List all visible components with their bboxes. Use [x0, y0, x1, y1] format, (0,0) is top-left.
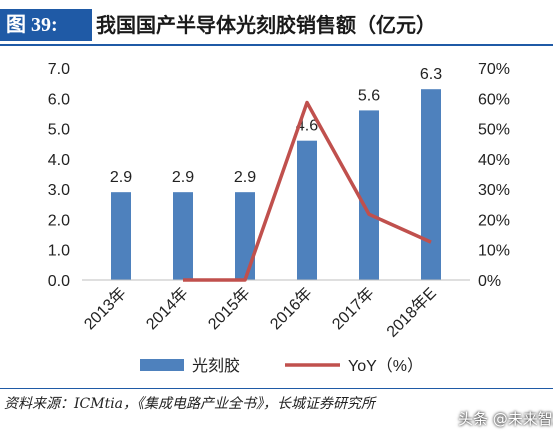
y-right-tick-label: 10% [478, 243, 510, 260]
bar-data-label: 5.6 [358, 87, 380, 104]
y-right-tick-label: 70% [478, 61, 510, 78]
bar [421, 89, 441, 280]
sales-chart: 0.0 1.0 2.0 3.0 4.0 5.0 6.0 7.0 0% 10% 20% 30% 40% 50… [48, 61, 510, 375]
y-left-tick-label: 0.0 [48, 273, 70, 290]
x-tick-label: 2017年 [329, 284, 378, 333]
bar-data-label: 2.9 [172, 169, 194, 186]
watermark: 头条 @未来智库 [458, 410, 553, 428]
figure-label: 图 39: [0, 9, 92, 41]
legend-label-bars: 光刻胶 [192, 357, 240, 375]
x-tick-label: 2014年 [143, 284, 192, 333]
header-divider [0, 44, 553, 46]
y-right-tick-label: 40% [478, 152, 510, 169]
x-tick-label: 2016年 [267, 284, 316, 333]
y-right-tick-label: 30% [478, 182, 510, 199]
y-right-tick-label: 20% [478, 212, 510, 229]
x-tick-label: 2018年E [383, 284, 440, 341]
y-left-tick-label: 6.0 [48, 91, 70, 108]
legend-label-line: YoY（%） [348, 357, 423, 375]
y-left-tick-label: 3.0 [48, 182, 70, 199]
y-left-tick-label: 2.0 [48, 212, 70, 229]
legend-swatch-bars [140, 359, 184, 371]
bar [111, 192, 131, 280]
y-right-tick-label: 0% [478, 273, 501, 290]
figure-title: 我国国产半导体光刻胶销售额（亿元） [96, 13, 436, 37]
y-right-tick-label: 50% [478, 122, 510, 139]
bar-data-label: 2.9 [110, 169, 132, 186]
y-left-tick-label: 5.0 [48, 122, 70, 139]
figure-header: 图 39: 我国国产半导体光刻胶销售额（亿元） [0, 0, 553, 50]
x-tick-label: 2013年 [81, 284, 130, 333]
bar [359, 110, 379, 281]
source-divider [0, 388, 553, 389]
y-left-tick-label: 1.0 [48, 243, 70, 260]
y-left-tick-label: 4.0 [48, 152, 70, 169]
bar-data-label: 2.9 [234, 169, 256, 186]
y-left-tick-label: 7.0 [48, 61, 70, 78]
x-tick-label: 2015年 [205, 284, 254, 333]
bar [297, 140, 317, 280]
bar-data-label: 6.3 [420, 66, 442, 83]
source-note: 资料来源：ICMtia，《集成电路产业全书》，长城证券研究所 [4, 396, 376, 412]
y-right-tick-label: 60% [478, 91, 510, 108]
bar [235, 192, 255, 280]
bar [173, 192, 193, 280]
